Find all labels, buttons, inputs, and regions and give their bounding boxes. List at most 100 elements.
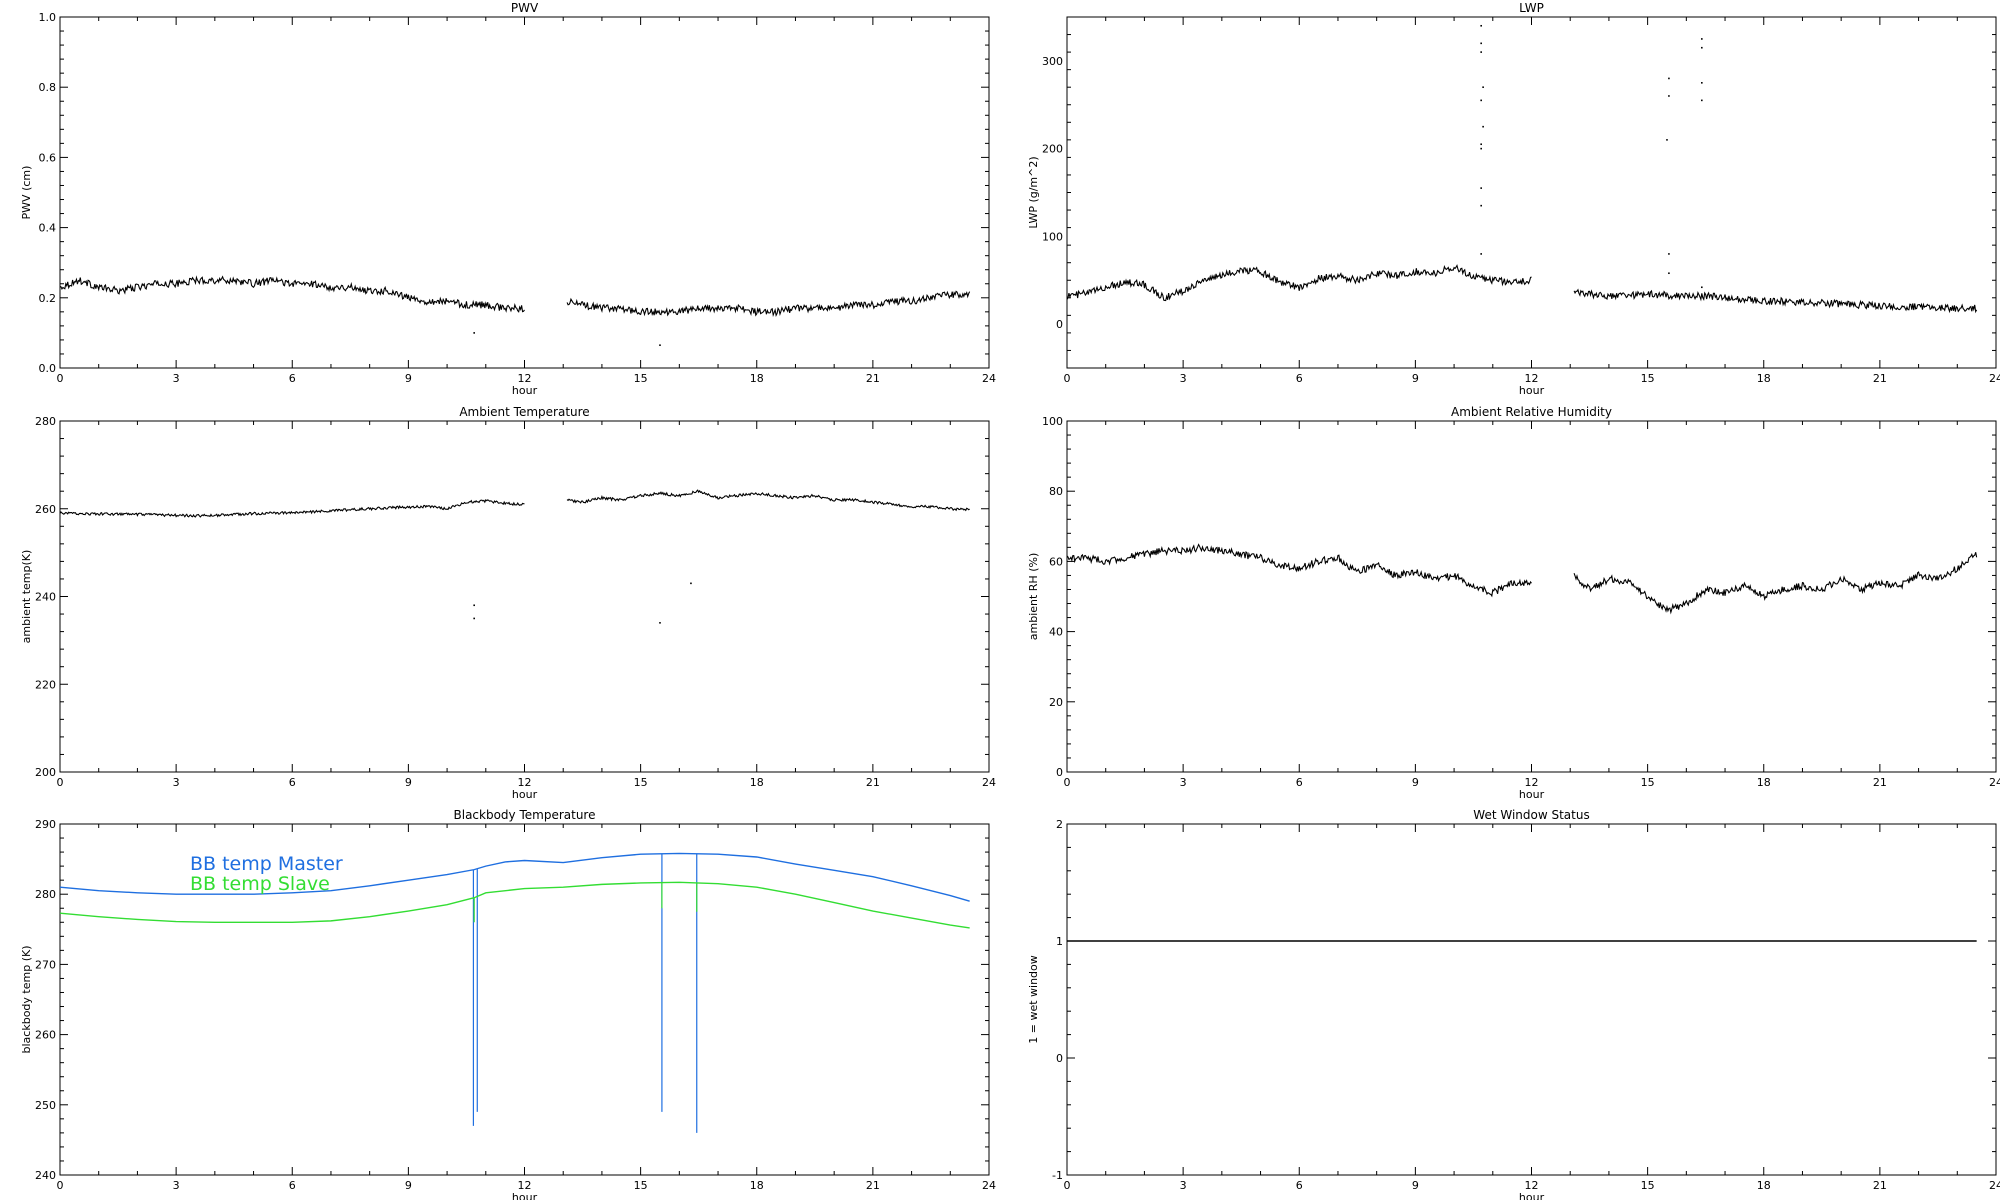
y-tick-label: -1 [1052,1169,1063,1182]
outlier-point [1480,147,1482,150]
series-line-0-segment-0 [59,498,525,518]
outlier-point [1480,24,1482,27]
x-tick-label: 3 [173,776,180,789]
x-tick-label: 0 [1064,1179,1071,1192]
outlier-point [473,604,475,607]
x-tick-label: 12 [518,776,532,789]
y-tick-label: 240 [35,591,56,604]
y-tick-label: 0.2 [39,292,57,305]
y-tick-label: 300 [1042,55,1063,68]
y-axis-label: PWV (cm) [20,166,33,220]
x-tick-label: 6 [1296,776,1303,789]
x-tick-label: 6 [289,776,296,789]
x-tick-label: 21 [1873,776,1887,789]
outlier-point [1668,77,1670,80]
outlier-point [1666,139,1668,141]
x-axis-label: hour [512,1191,538,1200]
y-axis-label: ambient temp(K) [20,550,33,644]
panel-blackbody-temperature: Blackbody Temperature 0 3 6 9 12 15 18 21 24 hour 2… [20,808,996,1200]
plot-frame [1066,823,1997,1176]
panel-title: PWV [511,1,539,15]
outlier-point [473,617,475,620]
x-tick-label: 15 [1641,1179,1655,1192]
x-tick-label: 18 [1757,1179,1771,1192]
series-line-0-segment-0 [1066,543,1532,598]
y-tick-label: 1 [1056,935,1063,948]
y-tick-label: 40 [1049,626,1063,639]
y-tick-label: 60 [1049,555,1063,568]
y-tick-label: 280 [35,415,56,428]
x-tick-label: 18 [1757,372,1771,385]
panel-title: Ambient Temperature [459,405,589,419]
y-tick-label: 200 [35,766,56,779]
panel-ambient-relative-humidity: Ambient Relative Humidity 0 3 6 9 12 15 18 21 24 h… [1027,405,2000,801]
series-line-0-segment-0 [1066,264,1532,302]
x-tick-label: 9 [405,776,412,789]
x-tick-label: 15 [1641,372,1655,385]
x-tick-label: 15 [634,776,648,789]
outlier-point [1482,125,1484,128]
series-line-0-segment-0 [59,852,970,902]
y-tick-label: 260 [35,1029,56,1042]
x-tick-label: 21 [1873,372,1887,385]
legend-entry: BB temp Master [190,853,343,875]
y-tick-label: 1.0 [39,11,57,24]
x-tick-label: 24 [982,1179,996,1192]
x-tick-label: 3 [1180,1179,1187,1192]
y-tick-label: 80 [1049,485,1063,498]
series-line-0-segment-1 [566,489,970,512]
x-tick-label: 6 [1296,1179,1303,1192]
x-tick-label: 3 [173,1179,180,1192]
x-tick-label: 0 [1064,776,1071,789]
x-tick-label: 0 [1064,372,1071,385]
legend-entry: BB temp Slave [190,873,330,895]
outlier-point [1480,187,1482,189]
panel-title: Wet Window Status [1473,808,1589,822]
panel-title: LWP [1519,1,1544,15]
y-tick-label: 200 [1042,143,1063,156]
y-tick-label: 260 [35,503,56,516]
y-tick-label: 0 [1056,318,1063,331]
outlier-point [659,622,661,624]
x-tick-label: 15 [634,1179,648,1192]
outlier-point [1668,95,1670,97]
outlier-point [473,332,475,334]
outlier-point [659,344,661,346]
x-tick-label: 9 [405,1179,412,1192]
x-tick-label: 9 [1412,1179,1419,1192]
y-axis-label: ambient RH (%) [1027,553,1040,641]
y-tick-label: 20 [1049,696,1063,709]
x-tick-label: 24 [1989,372,2000,385]
x-axis-label: hour [512,788,538,801]
y-tick-label: 100 [1042,415,1063,428]
outlier-point [1668,272,1670,275]
series-line-0-segment-1 [1573,552,1978,615]
outlier-point [1480,42,1482,45]
outlier-point [1701,99,1703,102]
y-tick-label: 290 [35,818,56,831]
outlier-point [1480,99,1482,102]
x-tick-label: 24 [982,776,996,789]
outlier-point [1480,204,1482,207]
x-tick-label: 9 [405,372,412,385]
y-axis-label: LWP (g/m^2) [1027,156,1040,228]
outlier-point [1701,46,1703,49]
y-tick-label: 0.8 [39,81,57,94]
y-tick-label: 0.0 [39,362,57,375]
x-tick-label: 21 [866,1179,880,1192]
x-tick-label: 9 [1412,372,1419,385]
outlier-point [1701,38,1703,40]
x-tick-label: 3 [173,372,180,385]
y-tick-label: 2 [1056,818,1063,831]
outlier-point [1668,253,1670,255]
plot-frame [1066,16,1997,369]
x-tick-label: 6 [289,372,296,385]
outlier-point [1701,286,1703,289]
x-tick-label: 21 [1873,1179,1887,1192]
x-tick-label: 6 [1296,372,1303,385]
y-tick-label: 240 [35,1169,56,1182]
panel-title: Ambient Relative Humidity [1451,405,1612,419]
x-tick-label: 21 [866,372,880,385]
